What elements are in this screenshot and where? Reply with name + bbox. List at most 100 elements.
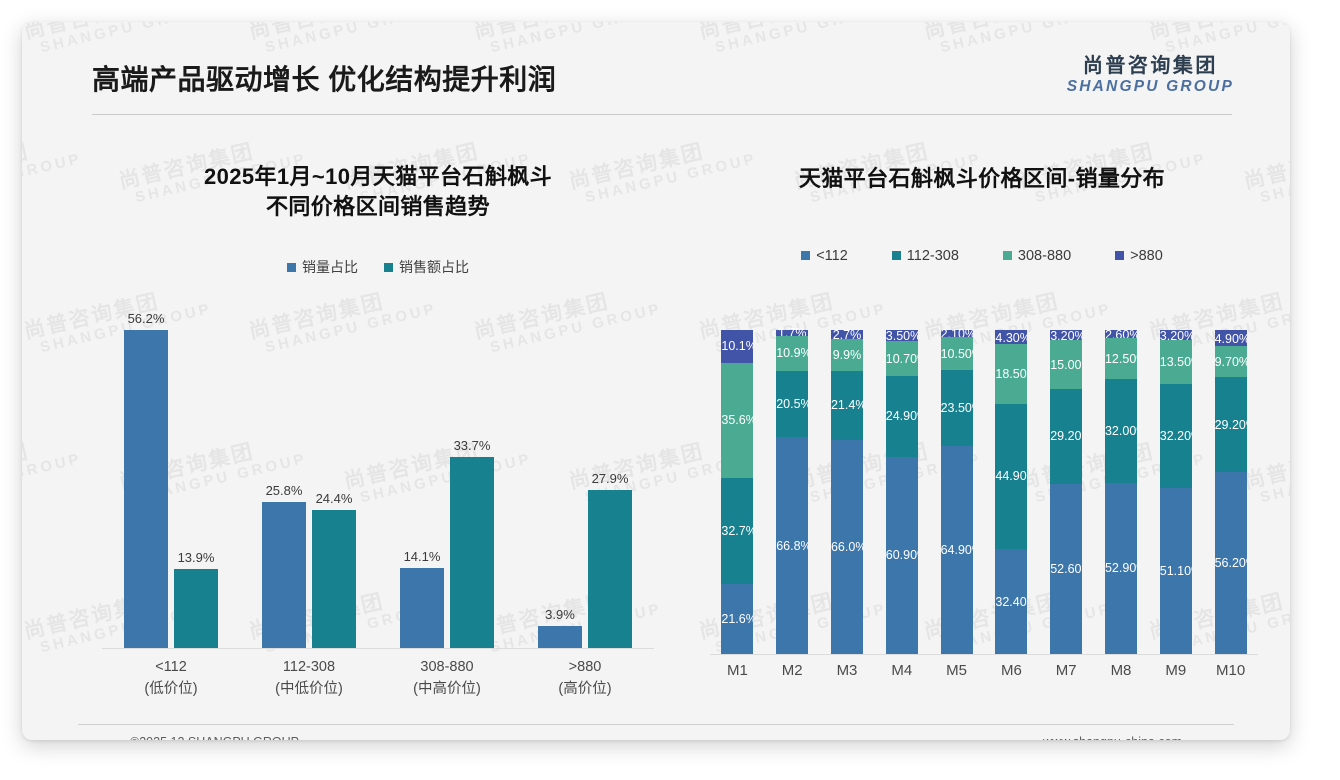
segment-value-label: 32.7% [721,524,754,539]
stacked-bar-segment[interactable]: 13.50% [1159,340,1192,385]
bar-column[interactable]: 13.9% [174,550,218,648]
segment-value-label: 56.20% [1214,555,1247,570]
bar-rect[interactable] [124,330,168,648]
stacked-bar-column[interactable]: 4.90% 9.70% 29.20% 56.20% [1203,316,1258,654]
segment-value-label: 60.90% [885,548,918,563]
brand-logo-cn: 尚普咨询集团 [1082,55,1218,78]
bar-column[interactable]: 27.9% [588,471,632,648]
stacked-bar-segment[interactable]: 2.7% [830,328,863,342]
stacked-bar-segment[interactable]: 60.90% [885,456,918,654]
segment-value-label: 13.50% [1159,355,1192,370]
bar-column[interactable]: 24.4% [312,491,356,648]
x-axis-tick-label: M8 [1110,662,1132,679]
stacked-bar-column[interactable]: 3.20% 15.00% 29.20% 52.60% [1039,316,1094,654]
legend-swatch-icon [1115,251,1125,261]
stacked-bar-column[interactable]: 2.10% 10.50% 23.50% 64.90% [929,316,984,654]
bar-column[interactable]: 25.8% [262,483,306,648]
stacked-bar-column[interactable]: 2.60% 12.50% 32.00% 52.90% [1094,316,1149,654]
stacked-bar-segment[interactable]: 3.20% [1050,328,1083,343]
bar-column[interactable]: 3.9% [538,607,582,648]
stacked-bar-segment[interactable]: 10.1% [721,330,754,363]
x-axis-tick-label: M2 [781,662,803,679]
segment-value-label: 15.00% [1050,357,1082,372]
legend-item[interactable]: 销量占比 [287,257,358,277]
stacked-bar-segment[interactable]: 56.20% [1214,471,1247,654]
bar-rect[interactable] [312,510,356,648]
stacked-bar-segment[interactable]: 51.10% [1159,488,1192,654]
bar-rect[interactable] [588,490,632,648]
bar-column[interactable]: 14.1% [400,549,444,648]
stacked-bar-segment[interactable]: 32.00% [1104,378,1137,483]
segment-value-label: 32.20% [1159,429,1192,444]
stacked-bar-segment[interactable]: 29.20% [1214,377,1247,472]
stacked-bar-segment[interactable]: 10.50% [940,336,973,371]
stacked-bar-column[interactable]: 3.50% 10.70% 24.90% 60.90% [874,316,929,654]
left-chart-panel: 2025年1月~10月天猫平台石斛枫斗 不同价格区间销售趋势 销量占比 销售额占比… [78,140,678,710]
bar-column[interactable]: 56.2% [124,311,168,648]
stacked-bar-segment[interactable]: 21.4% [830,370,863,441]
x-axis-tick-label: M5 [946,662,967,679]
bar-rect[interactable] [538,626,582,648]
x-axis-tick-label: >880 (高价位) [516,656,654,701]
legend-item[interactable]: <112 [801,248,848,264]
stacked-bar-segment[interactable]: 10.70% [885,341,918,376]
segment-value-label: 3.20% [1050,328,1083,343]
bar-rect[interactable] [262,502,306,648]
segment-value-label: 51.10% [1159,564,1192,579]
legend-item[interactable]: 销售额占比 [384,257,469,277]
x-tick-sublabel: (中高价位) [413,681,481,698]
x-axis-tick-label: M7 [1055,662,1077,679]
stacked-bar-segment[interactable]: 32.7% [721,478,754,584]
stacked-bar-segment[interactable]: 44.90% [995,403,1028,550]
stacked-bar-segment[interactable]: 21.6% [721,584,754,654]
x-tick-range: >880 [568,659,602,675]
stacked-bar-segment[interactable]: 4.30% [995,330,1028,345]
stacked-bar-segment[interactable]: 24.90% [885,375,918,457]
left-chart-title-line2: 不同价格区间销售趋势 [265,193,490,219]
stacked-bar-segment[interactable]: 66.8% [776,437,809,654]
segment-value-label: 21.6% [721,611,754,626]
stacked-bar-segment[interactable]: 66.0% [830,440,863,654]
stacked-bar-segment[interactable]: 4.90% [1214,330,1247,346]
bar-rect[interactable] [450,457,494,648]
stacked-bar-column[interactable]: 10.1% 35.6% 32.7% 21.6% [710,316,765,654]
stacked-bar-segment[interactable]: 64.90% [940,445,973,654]
bar-column[interactable]: 33.7% [450,438,494,648]
stacked-bar-segment[interactable]: 9.70% [1214,345,1247,378]
stacked-bar-segment[interactable]: 20.5% [776,370,809,438]
stacked-bar-segment[interactable]: 52.90% [1104,482,1137,654]
stacked-bar-segment[interactable]: 18.50% [995,343,1028,404]
stacked-bar: 2.60% 12.50% 32.00% 52.90% [1104,328,1137,654]
bar-rect[interactable] [174,569,218,648]
stacked-bar-segment[interactable]: 12.50% [1104,338,1137,379]
bar-rect[interactable] [400,568,444,648]
stacked-bar-segment[interactable]: 9.9% [830,338,863,371]
stacked-bar-segment[interactable]: 23.50% [940,370,973,446]
footer-divider [78,724,1234,725]
stacked-bar-segment[interactable]: 10.9% [776,335,809,371]
stacked-bar-column[interactable]: 1.7% 10.9% 20.5% 66.8% [765,316,820,654]
bar-value-label: 14.1% [403,549,441,564]
stacked-bar-segment[interactable]: 32.40% [995,549,1028,654]
stacked-bar-segment[interactable]: 52.60% [1050,483,1083,654]
legend-item[interactable]: >880 [1115,248,1163,264]
stacked-bar-column[interactable]: 3.20% 13.50% 32.20% 51.10% [1148,316,1203,654]
stacked-bar-segment[interactable]: 2.10% [940,327,973,341]
stacked-bar-segment[interactable]: 3.50% [885,329,918,343]
legend-item[interactable]: 308-880 [1002,248,1071,264]
stacked-bar-segment[interactable]: 15.00% [1050,340,1083,389]
footer-website: www.shangpu-china.com [1043,735,1182,740]
segment-value-label: 64.90% [940,542,973,557]
stacked-bar-column[interactable]: 4.30% 18.50% 44.90% 32.40% [984,316,1039,654]
x-tick-range: 112-308 [282,659,336,675]
stacked-bar-segment[interactable]: 29.20% [1050,388,1083,484]
stacked-bar-segment[interactable]: 32.20% [1159,384,1192,489]
right-stacked-bar-chart: 10.1% 35.6% 32.7% 21.6% 1.7% 10.9% 20.5% 66.8% 2… [694,316,1270,710]
stacked-bar-segment[interactable]: 2.60% [1104,328,1137,342]
stacked-bar-segment[interactable]: 3.20% [1159,329,1192,343]
stacked-bar-column[interactable]: 2.7% 9.9% 21.4% 66.0% [820,316,875,654]
legend-item[interactable]: 112-308 [891,248,959,264]
stacked-bar-segment[interactable]: 35.6% [721,362,754,479]
segment-value-label: 29.20% [1214,417,1247,432]
